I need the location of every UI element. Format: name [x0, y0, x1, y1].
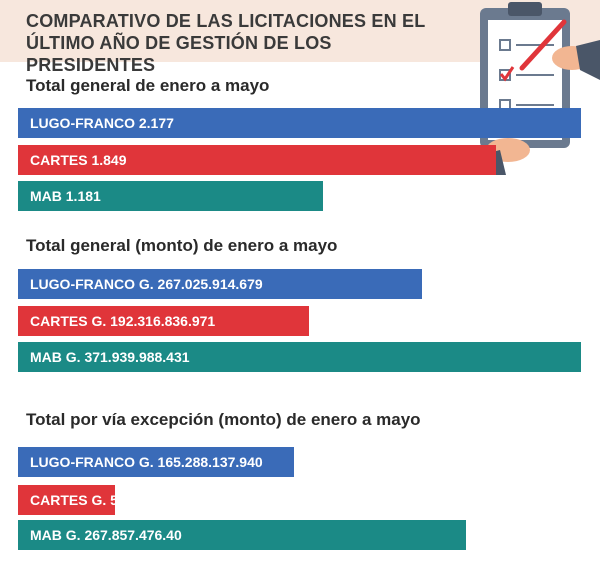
chart-title-2: Total general (monto) de enero a mayo — [26, 236, 338, 255]
bar-mab: MAB G. 267.857.476.40 — [18, 520, 466, 550]
title-line-1: COMPARATIVO DE LAS LICITACIONES EN EL — [26, 11, 426, 31]
bar-cartes: CARTES G. 192.316.836.971 — [18, 306, 309, 336]
bar-mab: MAB G. 371.939.988.431 — [18, 342, 581, 372]
chart-title-3: Total por vía excepción (monto) de enero… — [26, 410, 421, 429]
bar-lugo-franco: LUGO-FRANCO 2.177 — [18, 108, 581, 138]
bar-cartes: CARTES 1.849 — [18, 145, 496, 175]
title-line-2: ÚLTIMO AÑO DE GESTIÓN DE LOS PRESIDENTES — [26, 33, 332, 75]
bar-mab: MAB 1.181 — [18, 181, 323, 211]
chart-title-1: Total general de enero a mayo — [26, 76, 270, 95]
bar-lugo-franco: LUGO-FRANCO G. 165.288.137.940 — [18, 447, 294, 477]
bar-lugo-franco: LUGO-FRANCO G. 267.025.914.679 — [18, 269, 422, 299]
bar-cartes: CARTES G. 58.264.553.592 — [18, 485, 115, 515]
infographic-title: COMPARATIVO DE LAS LICITACIONES EN EL ÚL… — [26, 10, 446, 76]
